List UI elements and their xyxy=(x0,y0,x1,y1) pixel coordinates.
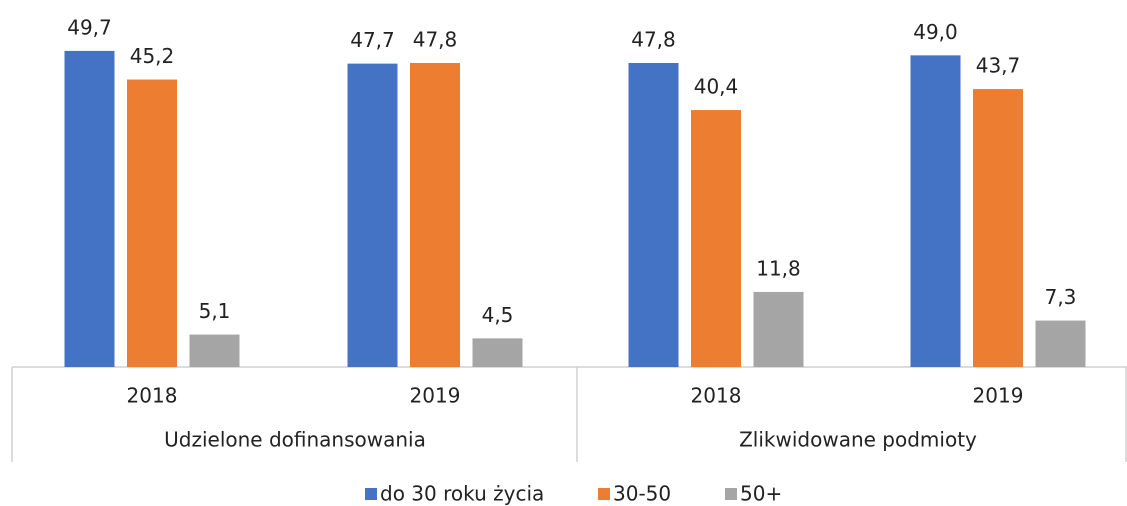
bar xyxy=(127,79,177,367)
data-label: 45,2 xyxy=(130,44,175,68)
data-label: 49,0 xyxy=(913,20,958,44)
legend-swatch xyxy=(598,488,610,500)
group-label: Zlikwidowane podmioty xyxy=(739,428,977,452)
bar xyxy=(347,63,398,368)
bar xyxy=(410,62,460,367)
bar xyxy=(64,50,115,368)
bar xyxy=(472,338,523,367)
bar xyxy=(189,334,240,367)
legend-swatch xyxy=(725,488,737,500)
legend-swatch xyxy=(365,488,377,500)
legend-label: do 30 roku życia xyxy=(380,482,544,506)
bar xyxy=(1035,320,1086,367)
data-label: 47,7 xyxy=(350,28,395,52)
data-label: 49,7 xyxy=(67,15,112,39)
bar xyxy=(973,89,1023,368)
data-label: 7,3 xyxy=(1045,285,1077,309)
group-label: Udzielone dofinansowania xyxy=(164,428,426,452)
x-tick-label: 2019 xyxy=(973,384,1024,408)
data-label: 43,7 xyxy=(976,54,1021,78)
data-label: 47,8 xyxy=(631,27,676,51)
data-label: 4,5 xyxy=(482,303,514,327)
legend-label: 30-50 xyxy=(613,482,671,506)
legend-label: 50+ xyxy=(740,482,782,506)
x-tick-label: 2018 xyxy=(127,384,178,408)
x-tick-label: 2018 xyxy=(691,384,742,408)
data-label: 47,8 xyxy=(413,27,458,51)
bar xyxy=(910,55,961,368)
bar xyxy=(628,62,679,367)
x-tick-label: 2019 xyxy=(410,384,461,408)
bar xyxy=(691,110,741,367)
data-label: 11,8 xyxy=(756,256,801,280)
bar xyxy=(753,291,804,367)
data-label: 5,1 xyxy=(199,299,231,323)
data-label: 40,4 xyxy=(694,75,739,99)
